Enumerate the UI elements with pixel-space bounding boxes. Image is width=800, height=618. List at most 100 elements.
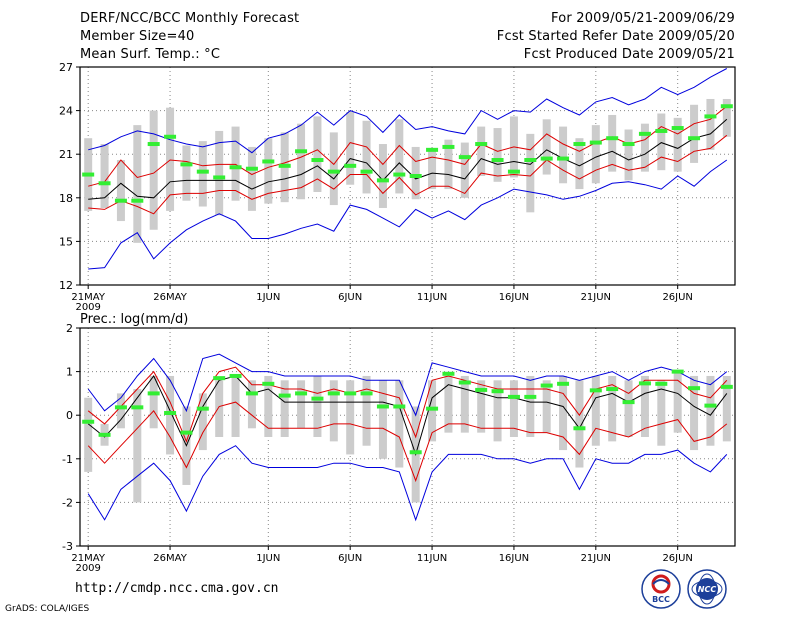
spread-bar [444,139,453,190]
spread-bar [608,375,617,442]
obs-marker [507,394,520,399]
ncc-logo: NCC [687,569,727,609]
spread-bar [477,380,486,433]
obs-marker [557,156,570,161]
y-tick-label: 21 [59,148,73,161]
spread-bar [722,375,731,442]
spread-bar [706,98,715,150]
spread-bar [133,125,142,243]
spread-bar [149,110,158,230]
obs-marker [458,155,471,160]
x-tick-label: 6JUN [338,553,362,564]
series-line-min [87,445,728,522]
y-tick-label: 0 [66,409,73,422]
spread-bar [133,389,142,503]
series-line-p25 [87,401,728,483]
spread-bar [215,130,224,216]
spread-bar [166,375,175,455]
obs-marker [131,405,144,410]
x-tick-label: 21MAY [71,553,105,564]
spread-bar [378,144,387,208]
obs-marker [327,169,340,174]
series-line-p75 [88,105,728,187]
spread-bar [460,142,469,198]
x-tick-label: 11JUN [417,292,447,303]
obs-marker [213,175,226,180]
panel-temperature: 12 15 18 21 24 27 21MAY 26MAY 1JUN 6JUN 11JUN 16JUN… [59,61,736,313]
spread-bar [460,375,469,433]
spread-bar [215,380,224,437]
series-line-max [87,353,728,417]
spread-bar [264,138,273,204]
x-tick-label: 1JUN [256,553,280,564]
obs-marker [638,381,651,386]
obs-marker [442,371,455,376]
obs-marker [409,450,422,455]
obs-marker [82,172,95,177]
series-line-mean [87,375,728,457]
obs-marker [245,166,258,171]
spread-bar [362,120,371,194]
spread-bar [231,375,240,437]
obs-marker [360,169,373,174]
spread-bar [313,116,322,192]
obs-marker [426,406,439,411]
grads-credit: GrADS: COLA/IGES [5,604,90,614]
spread-bar [706,375,715,446]
x-tick-label: 16JUN [499,292,529,303]
spread-bar [444,375,453,433]
spread-bar [575,380,584,468]
x-tick-label: 26MAY [153,292,187,303]
spread-bar [116,160,125,222]
x-tick-label: 26JUN [662,553,692,564]
obs-marker [229,165,242,170]
y-tick-label: 27 [59,61,73,74]
spread-bar [493,128,502,182]
variable-label-temperature: Mean Surf. Temp.: °C [80,47,221,62]
obs-marker [426,147,439,152]
spread-bar [329,132,338,206]
obs-marker [540,383,553,388]
series-line-p25 [88,134,728,215]
spread-bar [329,380,338,442]
obs-marker [311,158,324,163]
obs-marker [376,404,389,409]
obs-marker [688,136,701,141]
spread-bar [591,125,600,184]
y-tick-label: 15 [59,235,73,248]
spread-bar [640,375,649,437]
plot-frame [79,66,736,286]
obs-marker [262,381,275,386]
obs-marker [606,136,619,141]
spread-bar [690,104,699,163]
obs-marker [82,419,95,424]
obs-marker [606,387,619,392]
spread-bar [231,126,240,201]
spread-bar [116,393,125,429]
obs-marker [180,430,193,435]
obs-marker [671,369,684,374]
spread-bar [428,380,437,442]
spread-bar [247,380,256,429]
spread-bar [526,375,535,437]
obs-marker [589,140,602,145]
spread-bar [428,148,437,190]
spread-bar [559,126,568,184]
obs-marker [180,162,193,167]
spread-bar [657,380,666,446]
obs-marker [393,404,406,409]
y-tick-label: -2 [62,496,73,509]
obs-marker [475,387,488,392]
obs-marker [557,381,570,386]
x-year-label: 2009 [75,563,100,574]
x-tick-label: 6JUN [338,292,362,303]
y-tick-label: 1 [66,366,73,379]
obs-marker [720,104,733,109]
spread-bar [591,375,600,446]
obs-marker [507,169,520,174]
series-line-p75 [87,366,728,443]
obs-marker [344,163,357,168]
spread-bar [395,380,404,468]
source-url[interactable]: http://cmdp.ncc.cma.gov.cn [75,581,279,596]
obs-marker [475,142,488,147]
